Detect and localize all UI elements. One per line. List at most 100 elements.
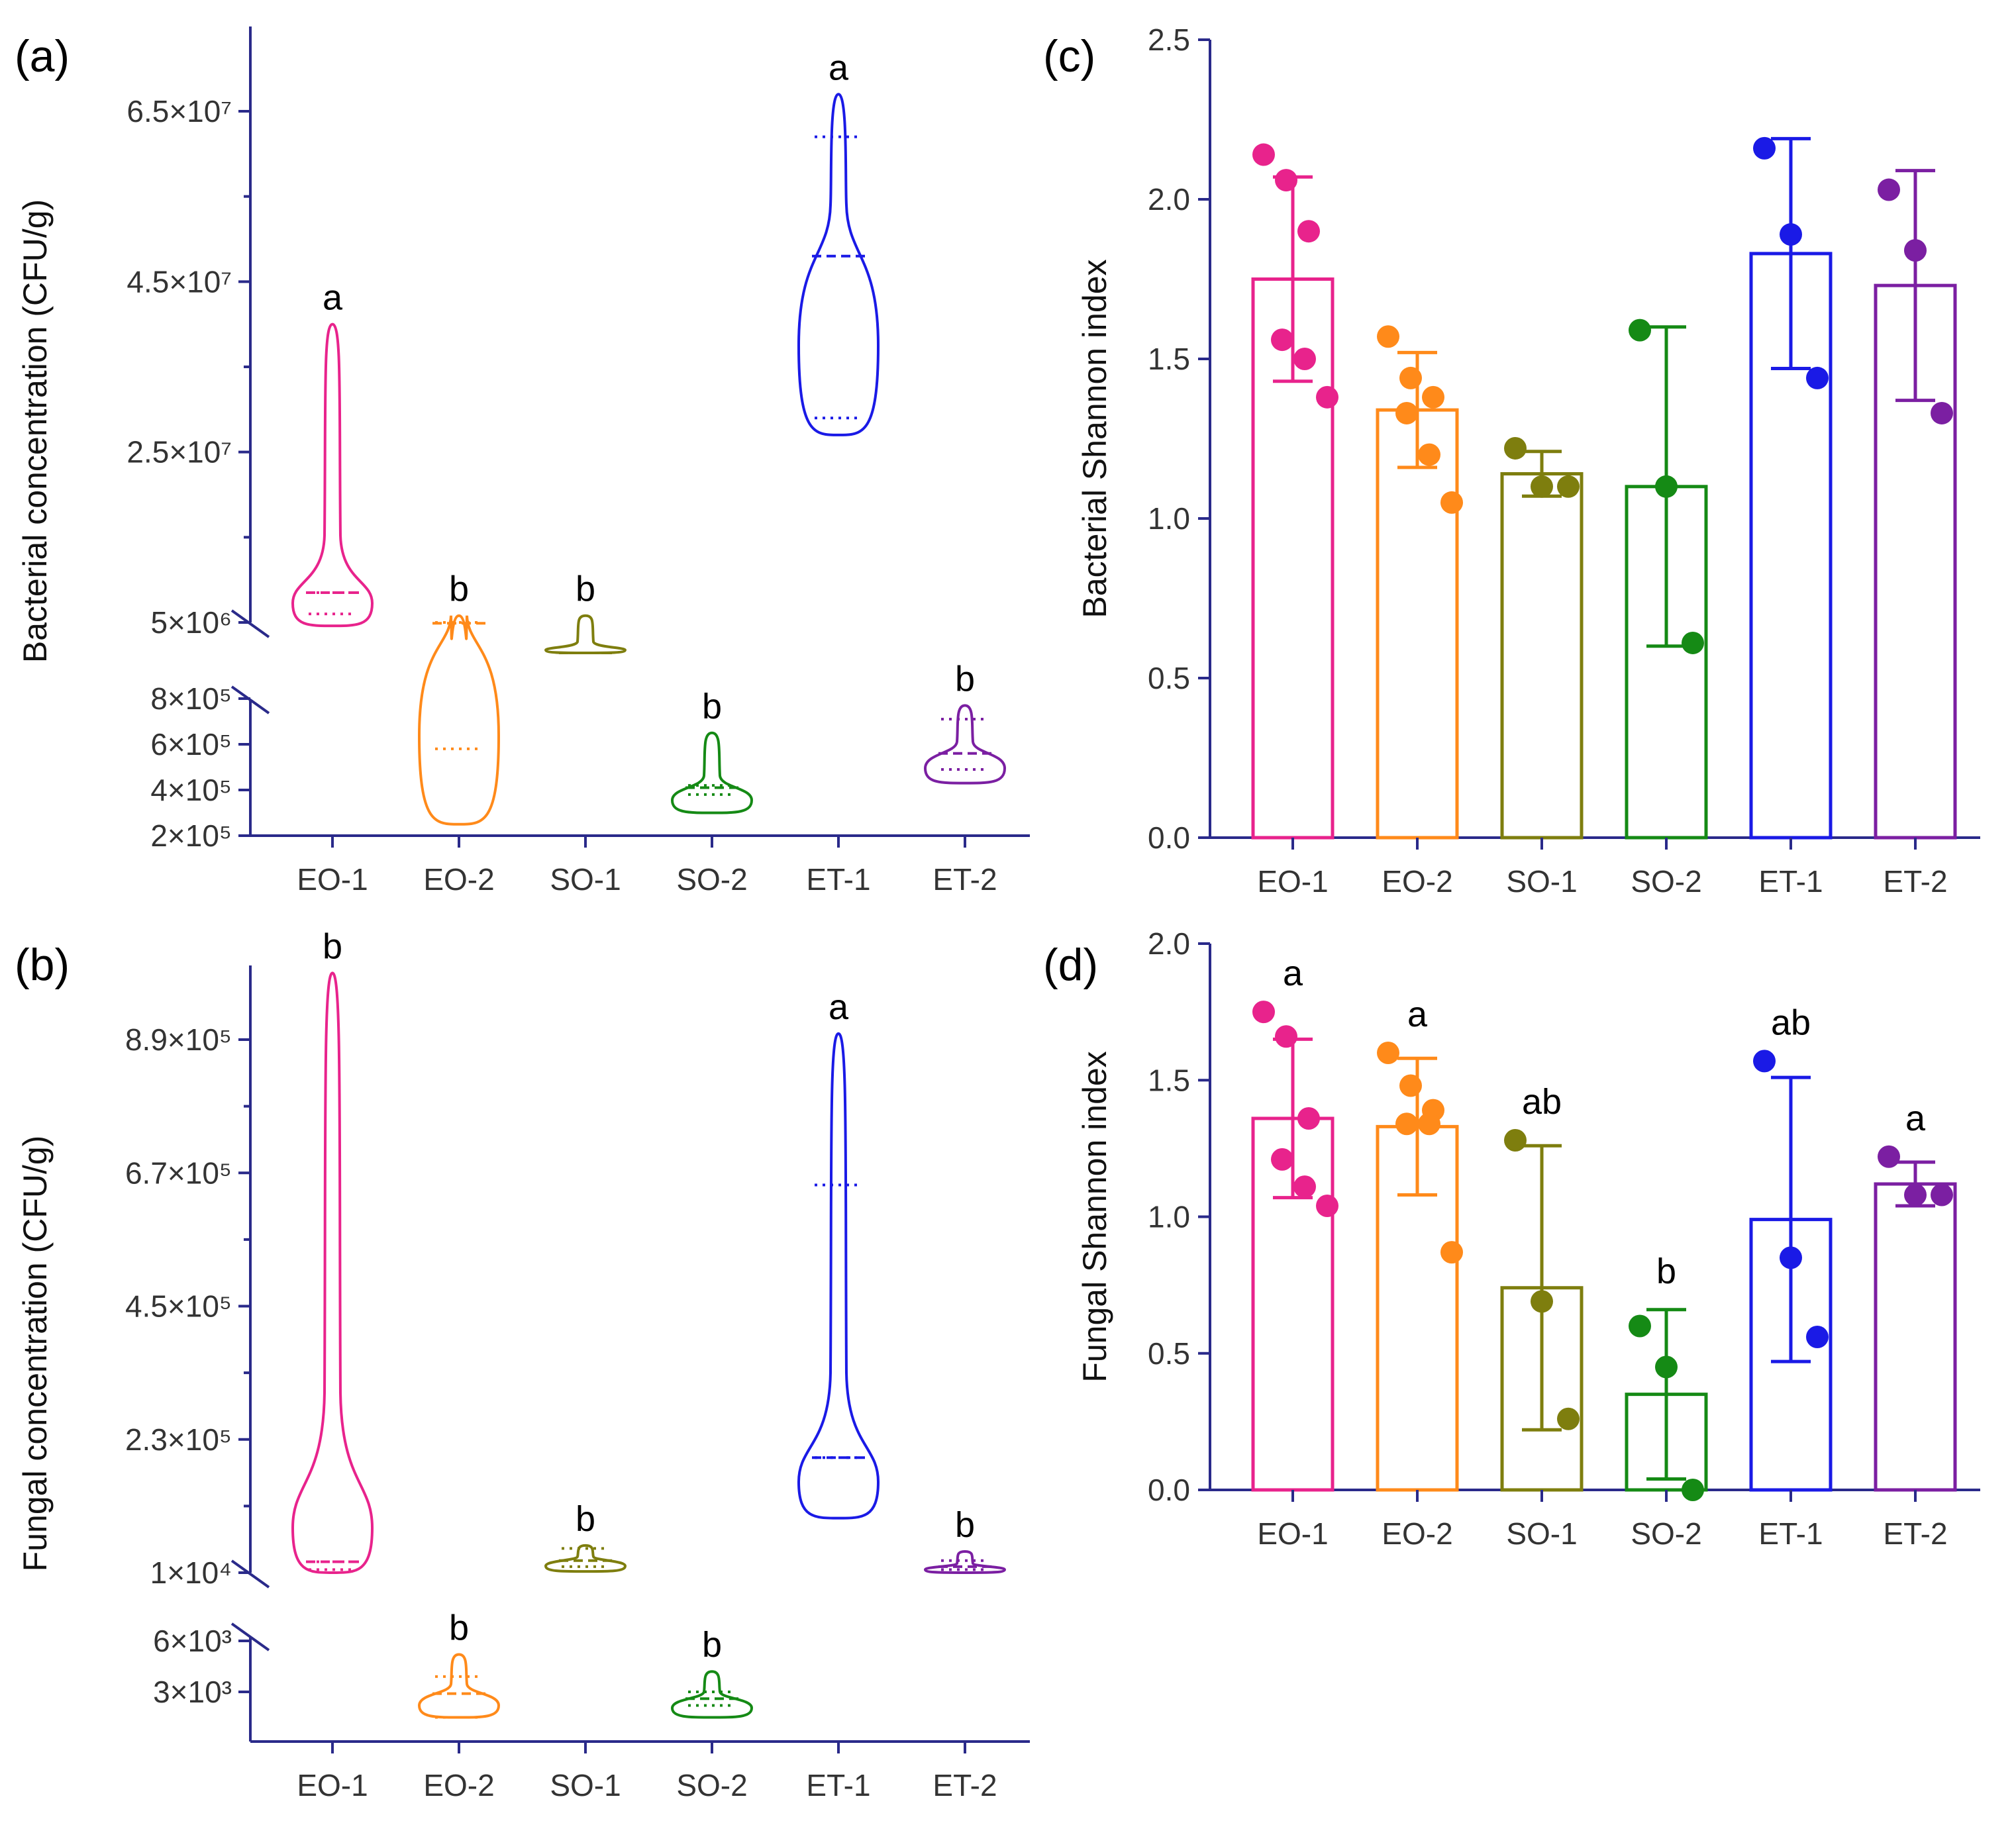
bar-so-1 xyxy=(1500,472,1584,840)
significance-letter: b xyxy=(955,1505,975,1545)
significance-letter: ab xyxy=(1522,1082,1562,1122)
x-tick-label: ET-2 xyxy=(1883,1516,1947,1551)
axis-break-mark xyxy=(230,1622,270,1651)
panel-label: (b) xyxy=(15,940,70,990)
x-tick-label: EO-2 xyxy=(423,862,494,897)
x-tick-label: SO-1 xyxy=(550,862,621,897)
y-tick-label: 0.5 xyxy=(1148,661,1190,695)
x-tick-label: EO-1 xyxy=(1257,1516,1328,1551)
y-tick-label: 2.5×10⁷ xyxy=(126,435,232,469)
data-point xyxy=(1504,1129,1527,1152)
data-point xyxy=(1316,1195,1338,1217)
y-tick-label: 6×10⁵ xyxy=(150,727,232,762)
y-tick-label: 0.0 xyxy=(1148,820,1190,855)
significance-letter: b xyxy=(449,569,469,609)
violin-et-2 xyxy=(923,704,1007,785)
data-point xyxy=(1504,436,1527,460)
data-point xyxy=(1531,475,1553,498)
y-tick-label: 8×10⁵ xyxy=(150,681,232,716)
x-tick-label: EO-1 xyxy=(297,1768,368,1802)
y-tick-label: 1.5 xyxy=(1148,1063,1190,1097)
violin-et-1 xyxy=(797,93,880,436)
data-point xyxy=(1780,223,1802,246)
y-tick-label: 4.5×10⁵ xyxy=(125,1289,232,1324)
x-tick-label: ET-2 xyxy=(1883,864,1947,899)
data-point xyxy=(1557,475,1580,498)
data-point xyxy=(1377,1042,1399,1064)
significance-letter: b xyxy=(1656,1252,1676,1291)
y-tick-label: 2.0 xyxy=(1148,182,1190,217)
panel-d: (d) 0.0 0.5 1.0 1.5 2.0 Fungal Shannon index a E… xyxy=(1043,926,1980,1551)
data-point xyxy=(1395,401,1418,424)
x-tick-label: SO-2 xyxy=(676,1768,747,1802)
data-point xyxy=(1557,1407,1580,1430)
significance-letter: b xyxy=(449,1608,469,1648)
data-point xyxy=(1931,1183,1953,1206)
significance-letter: b xyxy=(576,569,595,609)
bar-et-2 xyxy=(1874,1182,1957,1492)
x-tick-label: EO-2 xyxy=(423,1768,494,1802)
y-axis-title: Bacterial Shannon index xyxy=(1076,259,1113,618)
violin-eo-2 xyxy=(417,614,501,826)
panel-a: (a) 5×10⁶ 2.5×10⁷ 4.5×10⁷ 6.5×10⁷ 2×10⁵ 4×10⁵ 6… xyxy=(15,26,1030,897)
x-tick-label: ET-2 xyxy=(932,862,997,897)
panel-label: (a) xyxy=(15,31,70,81)
violin-eo-1 xyxy=(291,971,374,1575)
data-point xyxy=(1931,401,1953,424)
significance-letter: b xyxy=(955,659,975,699)
data-point xyxy=(1275,169,1297,192)
x-tick-label: ET-1 xyxy=(1758,1516,1823,1551)
y-tick-label: 1×10⁴ xyxy=(150,1555,232,1590)
violin-et-2 xyxy=(923,1550,1007,1574)
violin-eo-1 xyxy=(291,322,374,628)
data-point xyxy=(1753,1050,1776,1073)
y-tick-label: 1.0 xyxy=(1148,501,1190,536)
y-tick-label: 2.0 xyxy=(1148,926,1190,961)
data-point xyxy=(1395,1112,1418,1136)
data-point xyxy=(1878,1145,1900,1168)
x-tick-label: ET-1 xyxy=(1758,864,1823,899)
significance-letter: a xyxy=(1283,954,1303,993)
data-point xyxy=(1655,1355,1678,1379)
data-point xyxy=(1531,1290,1553,1313)
violin-et-1 xyxy=(797,1032,880,1520)
y-axis-title: Bacterial concentration (CFU/g) xyxy=(17,199,54,663)
significance-letter: ab xyxy=(1771,1003,1811,1042)
y-tick-label: 6.5×10⁷ xyxy=(126,94,232,128)
panel-c: (c) 0.0 0.5 1.0 1.5 2.0 2.5 Bacterial Shannon i… xyxy=(1043,23,1980,899)
data-point xyxy=(1806,366,1829,389)
x-tick-label: ET-1 xyxy=(806,862,870,897)
data-point xyxy=(1753,136,1776,160)
data-point xyxy=(1440,491,1463,514)
y-tick-label: 4×10⁵ xyxy=(150,773,232,807)
violin-so-1 xyxy=(544,614,627,654)
data-point xyxy=(1806,1326,1829,1348)
data-point xyxy=(1655,475,1678,498)
violin-so-2 xyxy=(670,731,754,814)
y-tick-label: 1.5 xyxy=(1148,342,1190,376)
data-point xyxy=(1252,143,1275,166)
data-point xyxy=(1377,325,1399,348)
data-point xyxy=(1399,366,1422,389)
y-tick-label: 6×10³ xyxy=(153,1624,232,1658)
violin-eo-2 xyxy=(417,1653,501,1719)
significance-letter: a xyxy=(1905,1099,1926,1138)
x-tick-label: EO-1 xyxy=(1257,864,1328,899)
y-tick-label: 3×10³ xyxy=(153,1675,232,1709)
data-point xyxy=(1904,1183,1927,1206)
data-point xyxy=(1293,1175,1316,1199)
data-point xyxy=(1682,631,1704,654)
data-point xyxy=(1297,220,1320,243)
panel-label: (d) xyxy=(1043,940,1098,990)
data-point xyxy=(1780,1246,1802,1269)
data-point xyxy=(1271,1148,1293,1171)
y-tick-label: 0.0 xyxy=(1148,1473,1190,1507)
bar-eo-2 xyxy=(1376,408,1459,840)
significance-letter: a xyxy=(323,278,343,318)
significance-letter: b xyxy=(576,1499,595,1539)
y-tick-label: 1.0 xyxy=(1148,1200,1190,1234)
data-point xyxy=(1316,385,1338,409)
data-point xyxy=(1629,1314,1651,1338)
violin-so-2 xyxy=(670,1670,754,1719)
